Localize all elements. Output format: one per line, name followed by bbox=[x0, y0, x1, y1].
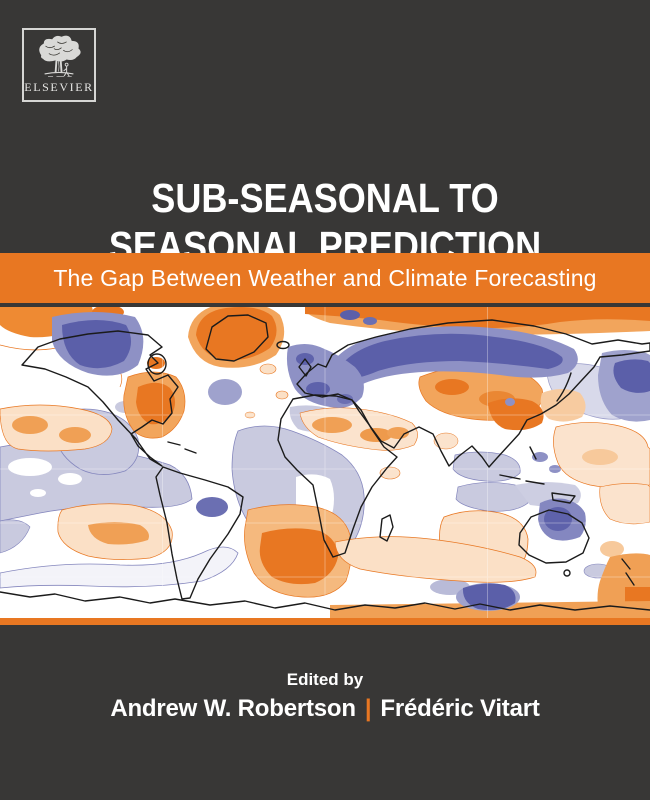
climate-anomaly-map bbox=[0, 307, 650, 625]
climate-anomaly-world-map-graphic bbox=[0, 307, 650, 625]
elsevier-tree-icon bbox=[39, 35, 81, 77]
subtitle-text: The Gap Between Weather and Climate Fore… bbox=[53, 264, 597, 291]
subtitle-band: The Gap Between Weather and Climate Fore… bbox=[0, 253, 650, 303]
editor-name-2: Frédéric Vitart bbox=[380, 695, 540, 722]
elsevier-logo-text: ELSEVIER bbox=[24, 80, 94, 94]
edited-by-label: Edited by bbox=[286, 670, 364, 689]
editors-section: Edited by Andrew W. Robertson | Frédéric V… bbox=[0, 670, 650, 723]
editor-name-1: Andrew W. Robertson bbox=[110, 695, 356, 722]
elsevier-logo: ELSEVIER bbox=[22, 28, 96, 102]
editor-names: Andrew W. Robertson | Frédéric Vitart bbox=[0, 695, 650, 723]
editor-separator: | bbox=[364, 695, 372, 722]
title-line-1: SUB-SEASONAL TO bbox=[151, 175, 499, 222]
book-title: SUB-SEASONAL TO SEASONAL PREDICTION bbox=[39, 175, 611, 271]
